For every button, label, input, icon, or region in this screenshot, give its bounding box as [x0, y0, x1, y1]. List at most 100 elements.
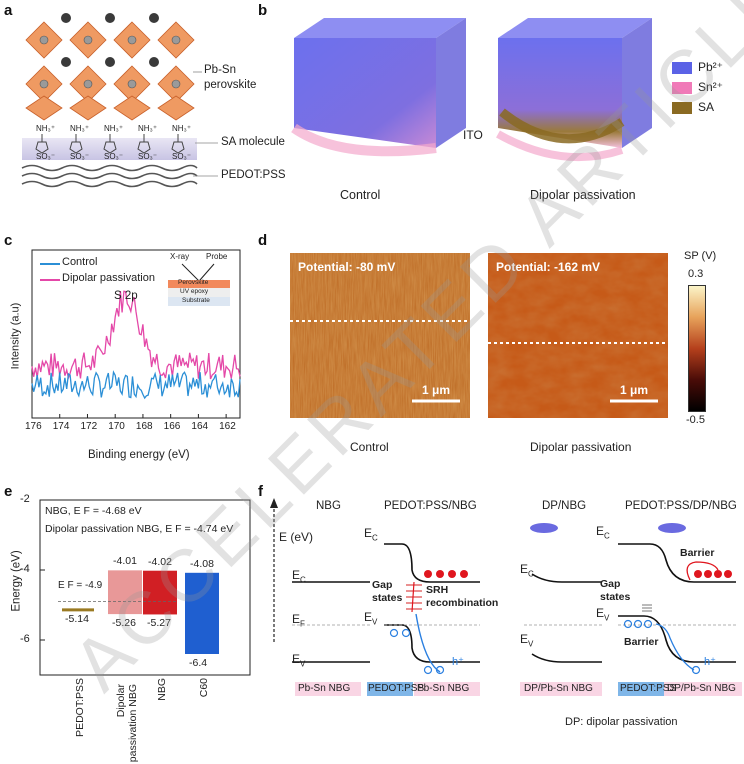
- e-note-1: NBG, E F = -4.68 eV: [45, 505, 142, 517]
- panel-label-d: d: [258, 232, 268, 249]
- c-x-tick-label: 164: [191, 421, 209, 432]
- dipole-icon-2: [658, 523, 686, 533]
- b-caption-dp: Dipolar passivation: [530, 188, 636, 202]
- ito-label: ITO: [463, 128, 483, 142]
- f-ef-label: EF: [292, 612, 305, 629]
- perovskite-lattice: [25, 13, 195, 121]
- f-barrier-2: Barrier: [624, 636, 659, 648]
- d-caption-dp: Dipolar passivation: [530, 440, 632, 454]
- e-y-tick-label: -4: [20, 563, 30, 575]
- panel-e-energy-chart: [39, 499, 251, 676]
- e-category-label: PEDOT:PSS: [74, 678, 86, 737]
- e-top-label: -4.08: [190, 557, 214, 570]
- c-inset: [168, 263, 230, 306]
- f-ec-label: EC: [292, 568, 306, 585]
- nh3-label-3: NH₃⁺: [104, 124, 124, 133]
- f-gap-states-2: Gap states: [600, 578, 631, 603]
- f-col-nbg: NBG: [316, 500, 341, 512]
- e-bottom-label: -5.14: [65, 612, 89, 625]
- panel-label-c: c: [4, 232, 13, 249]
- c-legend-swatch-dp: [40, 279, 60, 281]
- c-control-line: [31, 370, 241, 400]
- sa-molecule-label: SA molecule: [221, 136, 285, 148]
- f-ec-label-4: EC: [596, 524, 610, 541]
- panel-a-schematic: [21, 13, 218, 188]
- so3-label-5: SO₃⁻: [172, 152, 192, 161]
- c-ylabel: Intensity (a.u): [9, 302, 22, 370]
- f-hplus-1: h⁺: [452, 656, 464, 668]
- f-hplus-2: h⁺: [704, 656, 716, 668]
- c-dipolar-line: [31, 290, 241, 381]
- legend-pb: Pb²⁺: [698, 60, 724, 74]
- f-tag-1: Pb-Sn NBG: [298, 683, 351, 694]
- legend-sn: Sn²⁺: [698, 80, 724, 94]
- c-legend-dp: Dipolar passivation: [62, 272, 155, 284]
- panel-label-f: f: [258, 483, 263, 500]
- f-ec-label-2: EC: [364, 526, 378, 543]
- f-col-pedot-nbg: PEDOT:PSS/NBG: [384, 500, 477, 512]
- legend-swatch-sa: [672, 102, 692, 114]
- perovskite-label: Pb-Sn perovskite: [204, 64, 257, 91]
- d-colorbar-title: SP (V): [684, 250, 717, 262]
- panel-label-e: e: [4, 483, 13, 500]
- control-cube: [291, 18, 466, 157]
- nh3-label-4: NH₃⁺: [138, 124, 158, 133]
- inset-substrate: Substrate: [182, 297, 210, 304]
- c-x-tick-label: 176: [25, 421, 42, 432]
- f-gap-states: Gap states: [372, 579, 403, 604]
- dipole-icon-1: [530, 523, 558, 533]
- d-potential-dp: Potential: -162 mV: [496, 260, 601, 274]
- nh3-label-5: NH₃⁺: [172, 124, 192, 133]
- e-axes-frame: [39, 499, 251, 676]
- inset-perovskite: Perovskite: [178, 279, 209, 286]
- d-map-control: [290, 253, 470, 418]
- f-ev-label-4: EV: [596, 606, 610, 623]
- so3-label-4: SO₃⁻: [138, 152, 158, 161]
- f-tag-2b: Pb-Sn NBG: [417, 683, 470, 694]
- e-bar: [143, 570, 177, 615]
- e-top-label: -4.02: [148, 555, 172, 568]
- d-scale-dp: 1 μm: [620, 383, 649, 397]
- e-ef-label: E F = -4.9: [58, 579, 103, 591]
- e-bar: [108, 570, 142, 615]
- c-x-tick-label: 162: [219, 421, 236, 432]
- e-category-label: C60: [198, 678, 210, 698]
- c-x-tick-label: 174: [52, 421, 70, 432]
- e-top-label: -4.01: [113, 555, 137, 568]
- f-col-dp-nbg: DP/NBG: [542, 500, 587, 512]
- e-category-label: Dipolar passivation NBG: [115, 684, 139, 763]
- pedot-label: PEDOT:PSS: [221, 169, 286, 181]
- nh3-label-1: NH₃⁺: [36, 124, 56, 133]
- panel-c-xps-plot: [31, 249, 241, 419]
- e-y-tick-label: -2: [20, 493, 30, 505]
- c-axes-frame: [31, 249, 241, 419]
- legend-swatch-sn: [672, 82, 692, 94]
- f-col-pedot-dp-nbg: PEDOT:PSS/DP/NBG: [625, 500, 737, 512]
- so3-label-3: SO₃⁻: [104, 152, 124, 161]
- inset-xray: X-ray: [170, 252, 190, 261]
- c-legend-swatch-control: [40, 263, 60, 265]
- d-scale-control: 1 μm: [422, 383, 451, 397]
- f-tag-2a: PEDOT:PSS: [368, 683, 425, 694]
- panel-b-3d-maps: [291, 18, 652, 162]
- f-energy-axis: E (eV): [279, 530, 314, 544]
- c-x-ticks: [31, 414, 227, 418]
- panel-label-a: a: [4, 2, 13, 19]
- c-legend-control: Control: [62, 256, 98, 268]
- c-peak-label: S 2p: [114, 290, 138, 302]
- d-colorbar-min: -0.5: [686, 414, 705, 426]
- f-ev-label-2: EV: [364, 610, 378, 627]
- f-ev-label-3: EV: [520, 632, 534, 649]
- e-ylabel: Energy (eV): [10, 550, 23, 612]
- f-ev-label: EV: [292, 652, 306, 669]
- e-y-tick-label: -6: [20, 633, 30, 645]
- f-barrier-1: Barrier: [680, 547, 715, 559]
- dp-cube: [496, 18, 652, 162]
- pedot-chains: [21, 164, 198, 188]
- f-tag-4a: PEDOT:PSS: [620, 683, 677, 694]
- e-note-2: Dipolar passivation NBG, E F = -4.74 eV: [45, 523, 234, 535]
- so3-label-1: SO₃⁻: [36, 152, 56, 161]
- c-x-tick-label: 168: [135, 421, 153, 432]
- e-category-label: NBG: [156, 678, 168, 701]
- panel-label-b: b: [258, 2, 268, 19]
